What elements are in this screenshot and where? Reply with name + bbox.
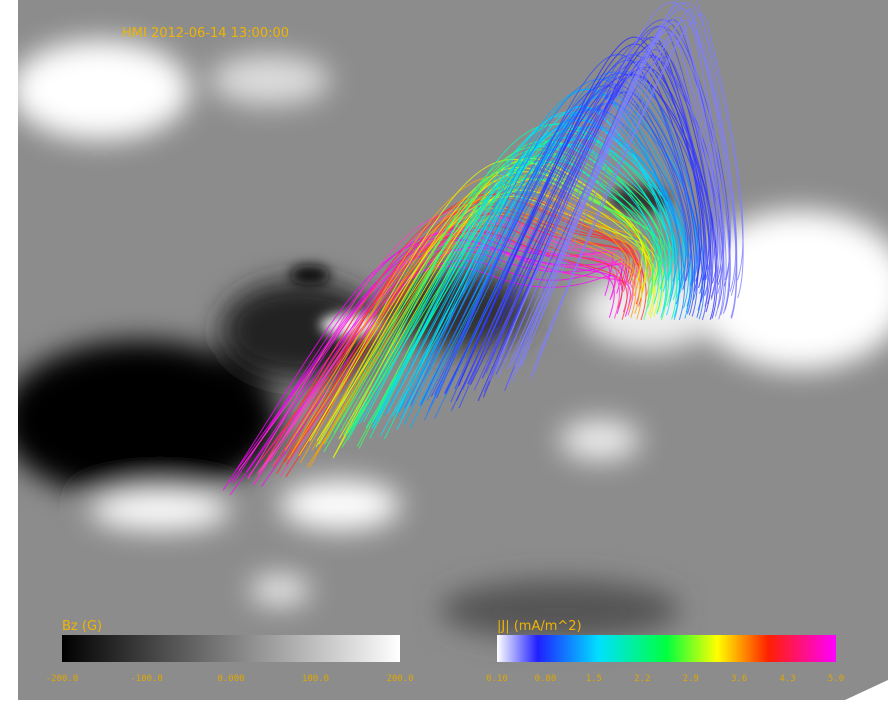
tick-label: 100.0	[302, 674, 329, 684]
colorbar-label: |J| (mA/m^2)	[497, 619, 582, 634]
tick-label: 0.000	[217, 674, 244, 684]
page: HMI 2012-06-14 13:00:00 Bz (G) |J| (mA/m…	[0, 0, 895, 702]
tick-label: 200.0	[386, 674, 413, 684]
tick-label: 0.80	[535, 674, 557, 684]
magnetogram	[0, 0, 895, 700]
tick-label: 5.0	[828, 674, 844, 684]
j-colorbar	[497, 635, 836, 662]
tick-label: 0.10	[486, 674, 508, 684]
tick-label: 4.3	[779, 674, 795, 684]
title: HMI 2012-06-14 13:00:00	[122, 26, 289, 41]
bz-colorbar	[62, 635, 400, 662]
tick-label: 3.6	[731, 674, 747, 684]
figure: HMI 2012-06-14 13:00:00 Bz (G) |J| (mA/m…	[0, 0, 895, 702]
tick-label: 2.9	[683, 674, 699, 684]
tick-label: 1.5	[586, 674, 602, 684]
colorbar-label: Bz (G)	[62, 619, 102, 634]
tick-label: 2.2	[634, 674, 650, 684]
tick-label: -100.0	[130, 674, 163, 684]
tick-label: -200.0	[46, 674, 79, 684]
